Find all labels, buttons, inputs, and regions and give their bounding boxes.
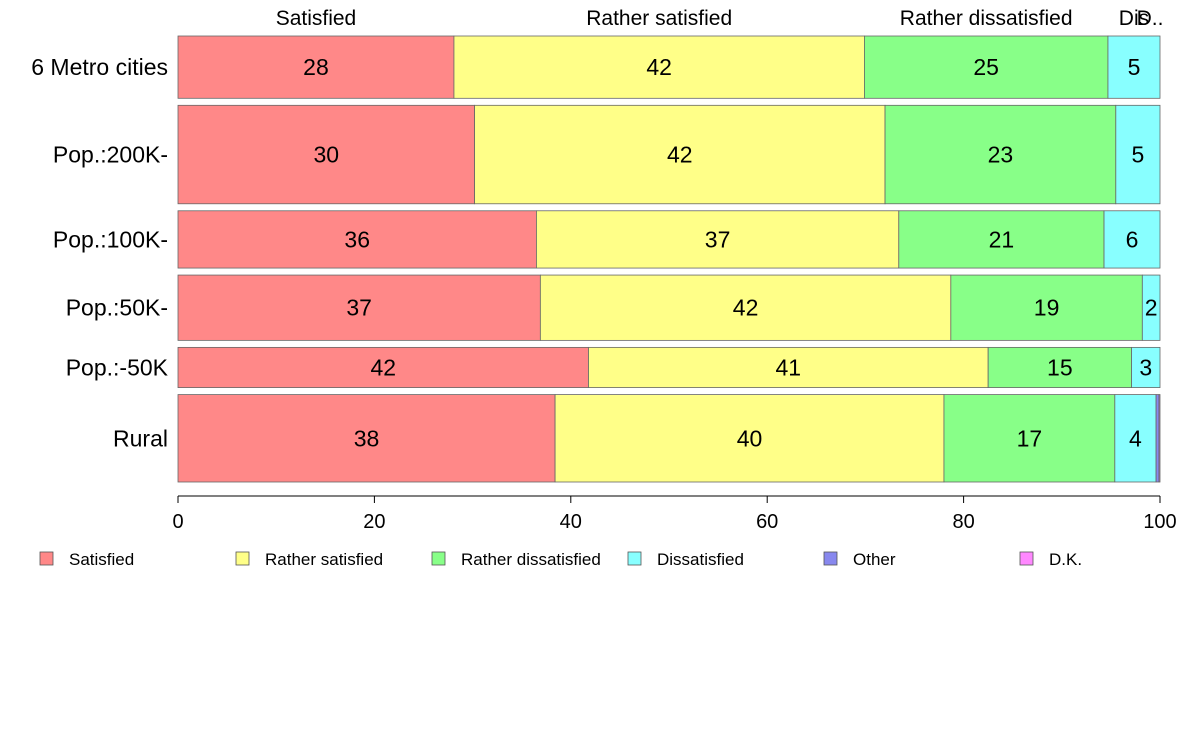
bar-segment [1158,394,1161,483]
data-label: 15 [1047,354,1073,380]
data-label: 4 [1129,425,1142,451]
category-label: Pop.:200K- [53,142,168,168]
data-label: 3 [1139,354,1152,380]
data-label: 40 [737,425,763,451]
bar-segment [536,210,900,269]
data-label: 37 [705,226,731,252]
bar-segment [177,274,541,341]
data-label: 21 [989,226,1015,252]
column-header-label: D.. [1137,7,1164,30]
category-label: Rural [113,425,168,451]
legend-label: Other [853,550,896,569]
legend-label: Dissatisfied [657,550,744,569]
bar-segment [1155,394,1160,483]
bar-segment [987,346,1132,388]
bar-segment [943,394,1116,483]
bar-segment [177,346,589,388]
data-label: 30 [313,142,339,168]
legend-label: Rather satisfied [265,550,383,569]
data-label: 42 [646,54,672,80]
x-tick-label: 40 [560,511,582,533]
data-label: 19 [1034,295,1060,321]
data-label: 5 [1128,54,1141,80]
bar-segment [1114,394,1157,483]
x-tick-label: 0 [172,511,183,533]
data-label: 42 [370,354,396,380]
data-label: 42 [667,142,693,168]
legend-label: Satisfied [69,550,134,569]
bar-segment [177,394,556,483]
category-label: Pop.:100K- [53,226,168,252]
legend-swatch [1019,551,1034,566]
x-tick-label: 80 [952,511,974,533]
plot-area: 28 42 25 5 30 42 23 5 36 37 21 6 37 42 19 2 42 41 15 3 38 40 1… [177,35,1161,483]
data-label: 17 [1017,425,1043,451]
bar-segment [177,104,475,205]
data-label: 28 [303,54,329,80]
legend-swatch [39,551,54,566]
bar-segment [950,274,1143,341]
data-label: 23 [988,142,1014,168]
bar-segment [453,35,865,99]
legend-label: Rather dissatisfied [461,550,601,569]
bar-segment [1103,210,1161,269]
data-label: 6 [1126,226,1139,252]
data-label: 25 [973,54,999,80]
bar-segment [1115,104,1161,205]
data-label: 5 [1132,142,1145,168]
x-tick-label: 100 [1143,511,1176,533]
legend-swatch [627,551,642,566]
x-tick-label: 20 [363,511,385,533]
bar-segment [1107,35,1161,99]
column-header-label: Rather satisfied [586,7,732,30]
data-label: 36 [344,226,370,252]
bar-segment [898,210,1105,269]
bar-segment [177,210,537,269]
legend-label: D.K. [1049,550,1082,569]
column-header-label: Rather dissatisfied [900,7,1073,30]
bar-segment [539,274,952,341]
bar-segment [1141,274,1161,341]
legend: Satisfied Rather satisfied Rather dissatis… [39,550,1082,569]
column-header-label: Satisfied [276,7,357,30]
bar-segment [588,346,989,388]
data-label: 2 [1145,295,1158,321]
column-header-label: Dis [1119,7,1149,30]
category-label: Pop.:-50K [66,354,169,380]
category-label: 6 Metro cities [31,54,168,80]
bar-segment [1131,346,1161,388]
bar-segment [474,104,886,205]
legend-swatch [823,551,838,566]
x-axis: 0 20 40 60 80 100 [172,495,1177,533]
bar-segment [884,104,1117,205]
x-tick-label: 60 [756,511,778,533]
data-label: 38 [354,425,380,451]
legend-swatch [431,551,446,566]
data-label: 37 [346,295,372,321]
category-label: Pop.:50K- [66,295,168,321]
category-labels: 6 Metro cities Pop.:200K- Pop.:100K- Pop.:5… [31,54,168,451]
data-label: 42 [733,295,759,321]
data-label: 41 [776,354,802,380]
column-header-labels: Satisfied Rather satisfied Rather dissatis… [276,7,1164,30]
legend-swatch [235,551,250,566]
